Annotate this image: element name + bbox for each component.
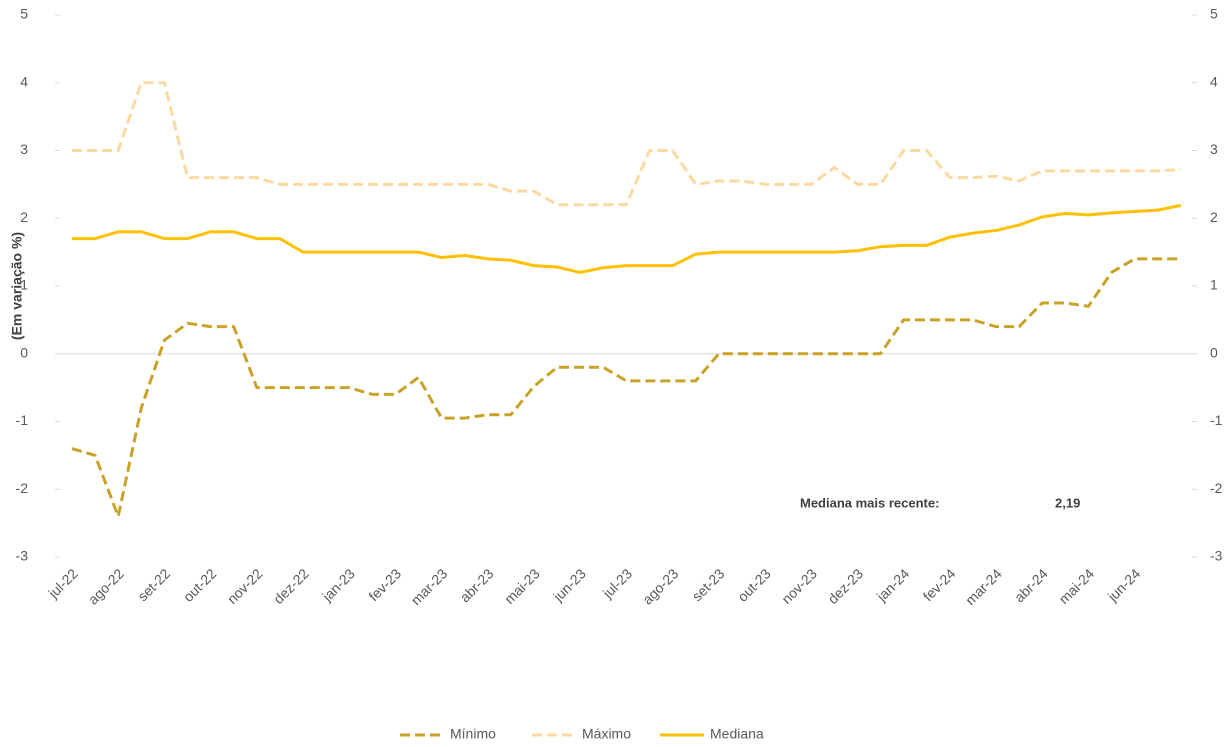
series-line — [71, 257, 1181, 518]
y-tick-label: 4 — [20, 73, 28, 89]
x-tick-label: ago-23 — [639, 565, 681, 607]
x-tick-label: fev-23 — [365, 565, 404, 604]
x-tick-label: dez-22 — [270, 565, 312, 607]
legend-label: Máximo — [582, 726, 631, 742]
x-tick-label: mai-24 — [1056, 565, 1098, 607]
y2-tick-label: 5 — [1210, 6, 1218, 22]
y-tick-label: -2 — [16, 480, 29, 496]
series-line — [72, 203, 1182, 274]
y-axis-label: (Em variação %) — [9, 232, 25, 340]
x-tick-label: nov-22 — [224, 565, 266, 607]
legend-label: Mínimo — [450, 726, 496, 742]
x-tick-label: out-22 — [180, 565, 220, 605]
x-tick-label: mar-24 — [962, 565, 1005, 608]
y-tick-label: 2 — [20, 209, 28, 225]
y-tick-label: 0 — [20, 344, 28, 360]
series-line — [72, 81, 1181, 207]
x-tick-label: jun-24 — [1104, 565, 1144, 605]
y-tick-label: 1 — [20, 277, 28, 293]
x-tick-label: mai-23 — [501, 565, 543, 607]
x-tick-label: out-23 — [734, 565, 774, 605]
x-tick-label: jun-23 — [549, 565, 589, 605]
x-tick-label: mar-23 — [408, 565, 451, 608]
x-tick-label: nov-23 — [778, 565, 820, 607]
y2-tick-label: -2 — [1210, 480, 1223, 496]
y-tick-label: -3 — [16, 548, 29, 564]
x-tick-label: jan-24 — [873, 565, 913, 605]
x-tick-label: abr-24 — [1011, 565, 1051, 605]
y2-tick-label: 2 — [1210, 209, 1218, 225]
x-tick-label: jan-23 — [318, 565, 358, 605]
annotation: 2,19 — [1055, 495, 1080, 510]
x-tick-label: ago-22 — [85, 565, 127, 607]
legend-label: Mediana — [710, 726, 764, 742]
y2-tick-label: 1 — [1210, 277, 1218, 293]
y-tick-label: 3 — [20, 141, 28, 157]
y-tick-label: -1 — [16, 412, 29, 428]
x-tick-label: fev-24 — [920, 565, 959, 604]
x-tick-label: dez-23 — [825, 565, 867, 607]
annotation: Mediana mais recente: — [800, 495, 939, 510]
y2-tick-label: 4 — [1210, 73, 1218, 89]
y2-tick-label: -1 — [1210, 412, 1223, 428]
y-tick-label: 5 — [20, 6, 28, 22]
x-tick-label: abr-23 — [457, 565, 497, 605]
x-tick-label: set-22 — [134, 565, 173, 604]
x-tick-label: jul-22 — [45, 565, 81, 601]
x-tick-label: set-23 — [689, 565, 728, 604]
y2-tick-label: -3 — [1210, 548, 1223, 564]
y2-tick-label: 0 — [1210, 344, 1218, 360]
x-tick-label: jul-23 — [599, 565, 635, 601]
y2-tick-label: 3 — [1210, 141, 1218, 157]
